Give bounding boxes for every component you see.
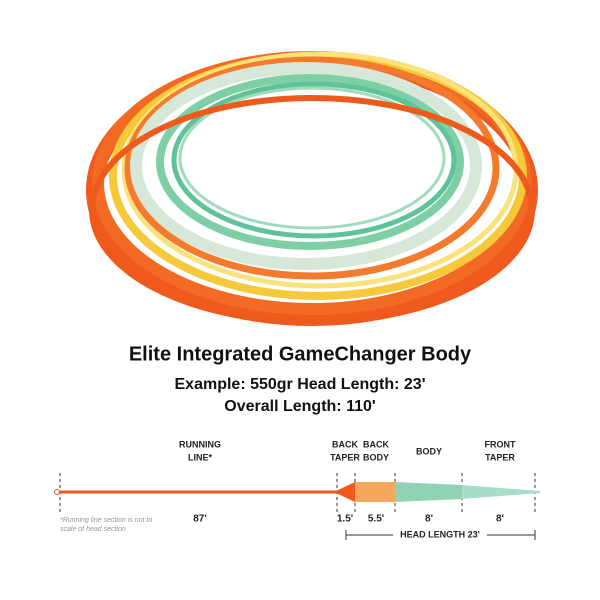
section-length: 8' [496,514,504,525]
section-label: RUNNING [179,439,221,449]
line-diagram [54,473,540,542]
fly-line-coil [86,51,538,326]
subtitle: Overall Length: 110' [224,398,375,415]
title: Elite Integrated GameChanger Body [129,343,472,365]
section-length: 1.5' [337,514,353,525]
section-label: FRONT [485,439,516,449]
section-label: TAPER [485,452,515,462]
footnote: scale of head section [60,526,126,533]
subtitle: Example: 550gr Head Length: 23' [175,376,426,393]
section-label: BACK [332,439,358,449]
section-label: BODY [363,452,389,462]
head-length: HEAD LENGTH 23' [400,529,480,539]
section-label: LINE* [188,452,213,462]
section-length: 87' [193,514,207,525]
section-label: BACK [363,439,389,449]
section-label: TAPER [330,452,360,462]
section-label: BODY [416,446,442,456]
section-length: 8' [425,514,433,525]
section-length: 5.5' [368,514,384,525]
footnote: *Running line section is not to [60,517,152,524]
